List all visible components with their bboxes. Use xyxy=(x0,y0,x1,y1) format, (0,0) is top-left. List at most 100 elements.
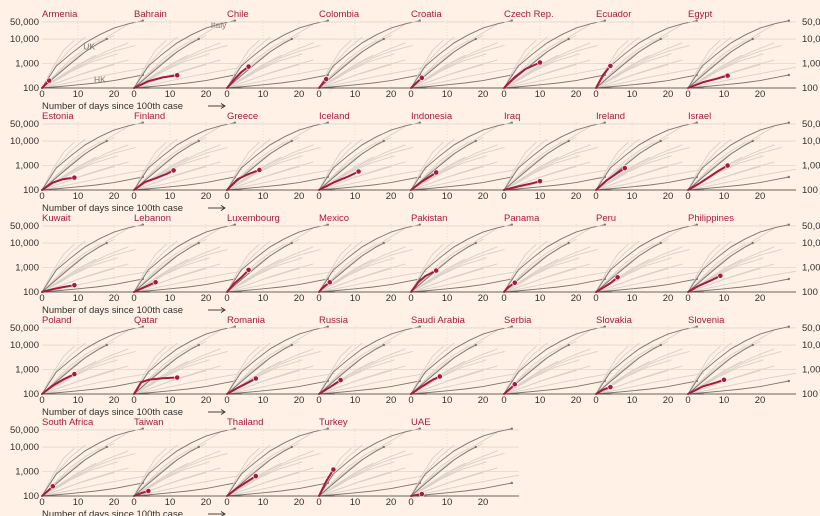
x-tick-label: 10 xyxy=(442,497,453,508)
reference-end-dot xyxy=(787,379,790,383)
reference-line-uk xyxy=(41,140,108,191)
context-line xyxy=(226,345,285,395)
reference-end-dot xyxy=(474,37,477,41)
country-line xyxy=(687,274,722,293)
reference-line-uk xyxy=(410,446,477,497)
panel-title: Kuwait xyxy=(42,213,71,224)
country-end-dot xyxy=(46,77,53,84)
panel-slovenia: Slovenia 0 10 20 100 1,000 10,000 50,000 xyxy=(685,315,820,406)
context-line xyxy=(687,39,746,89)
context-line xyxy=(41,39,100,89)
reference-end-dot xyxy=(787,121,790,124)
reference-line-uk xyxy=(410,242,477,293)
reference-end-dot xyxy=(197,139,200,143)
country-end-dot xyxy=(256,167,263,173)
context-line xyxy=(226,447,260,497)
context-line xyxy=(41,258,97,293)
y-tick-label-right: 1,000 xyxy=(802,263,820,274)
panel-pakistan: Pakistan 0 10 20 xyxy=(408,213,520,304)
panel-romania: Romania 0 10 20 xyxy=(224,315,336,406)
context-line xyxy=(595,141,629,191)
country-line xyxy=(410,171,438,191)
reference-end-dot xyxy=(326,223,329,226)
reference-line-italy xyxy=(595,20,697,89)
x-tick-label: 10 xyxy=(627,395,638,406)
x-tick-label: 20 xyxy=(294,191,305,202)
context-line xyxy=(410,447,469,497)
x-tick-label: 0 xyxy=(408,191,413,202)
context-line xyxy=(318,54,374,89)
reference-end-dot xyxy=(326,325,329,328)
country-end-dot xyxy=(323,76,330,83)
reference-line-italy xyxy=(410,428,512,497)
reference-end-dot xyxy=(418,427,421,430)
context-line xyxy=(318,243,352,293)
panel-title: Saudi Arabia xyxy=(411,315,466,326)
x-tick-label: 0 xyxy=(316,395,321,406)
context-line xyxy=(318,125,406,191)
country-end-dot xyxy=(537,178,543,185)
panel-title: Slovakia xyxy=(596,315,633,326)
x-tick-label: 20 xyxy=(571,395,582,406)
x-tick-label: 20 xyxy=(294,293,305,304)
country-line xyxy=(687,164,729,191)
context-line xyxy=(503,166,577,191)
x-tick-label: 20 xyxy=(201,395,212,406)
context-line xyxy=(226,258,282,293)
x-tick-label: 20 xyxy=(755,293,766,304)
reference-line-hk xyxy=(133,380,235,395)
country-end-dot xyxy=(418,491,425,497)
reference-end-dot xyxy=(382,241,385,245)
country-line xyxy=(226,377,257,395)
context-line xyxy=(41,66,151,89)
context-line xyxy=(687,345,746,395)
context-line xyxy=(318,345,352,395)
context-line xyxy=(595,168,705,191)
x-tick-label: 10 xyxy=(350,497,361,508)
reference-line-uk xyxy=(318,446,385,497)
reference-line-italy xyxy=(687,122,789,191)
x-tick-label: 0 xyxy=(685,293,690,304)
context-line xyxy=(133,431,221,497)
panel-title: UAE xyxy=(411,417,431,428)
reference-end-dot xyxy=(141,19,144,22)
x-tick-label: 10 xyxy=(73,293,84,304)
reference-line-italy xyxy=(595,326,697,395)
x-tick-label: 10 xyxy=(627,191,638,202)
reference-line-italy xyxy=(410,20,512,89)
x-tick-label: 0 xyxy=(39,497,44,508)
x-tick-label: 20 xyxy=(201,191,212,202)
x-tick-label: 20 xyxy=(663,191,674,202)
panel-iceland: Iceland 0 10 20 xyxy=(316,111,428,202)
context-line xyxy=(226,64,300,89)
arrow-head-icon xyxy=(220,307,226,313)
country-line xyxy=(595,167,626,191)
reference-end-dot xyxy=(418,19,421,22)
reference-line-hk xyxy=(133,74,235,89)
reference-end-dot xyxy=(141,427,144,430)
context-line xyxy=(595,227,683,293)
panel-title: Panama xyxy=(504,213,540,224)
context-line xyxy=(133,243,192,293)
context-line xyxy=(410,146,505,191)
reference-label: HK xyxy=(94,74,106,84)
axis-note: Number of days since 100th case xyxy=(42,101,183,112)
context-line xyxy=(410,270,520,293)
context-line xyxy=(503,370,577,395)
y-tick-label: 10,000 xyxy=(10,34,39,45)
x-tick-label: 20 xyxy=(478,191,489,202)
reference-line-italy xyxy=(133,20,235,89)
country-end-dot xyxy=(724,72,731,79)
reference-line-italy xyxy=(226,428,328,497)
country-end-dot xyxy=(170,167,177,174)
x-tick-label: 0 xyxy=(685,89,690,100)
panel-serbia: Serbia 0 10 20 xyxy=(501,315,613,406)
reference-line-italy xyxy=(318,122,420,191)
reference-line-italy xyxy=(410,326,512,395)
context-line xyxy=(410,39,444,89)
panel-title: Luxembourg xyxy=(227,213,280,224)
y-tick-label-right: 10,000 xyxy=(802,238,820,249)
panel-title: Croatia xyxy=(411,9,442,20)
